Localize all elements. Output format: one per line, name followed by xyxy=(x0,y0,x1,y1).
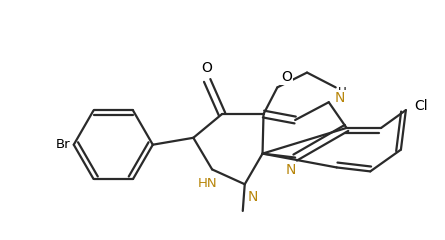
Text: N: N xyxy=(248,190,258,204)
Text: O: O xyxy=(201,61,212,75)
Text: Cl: Cl xyxy=(414,99,427,113)
Text: N: N xyxy=(335,91,345,105)
Text: H: H xyxy=(338,86,347,99)
Text: N: N xyxy=(286,163,296,177)
Text: Br: Br xyxy=(56,138,71,151)
Text: O: O xyxy=(281,70,292,84)
Text: HN: HN xyxy=(198,177,217,190)
